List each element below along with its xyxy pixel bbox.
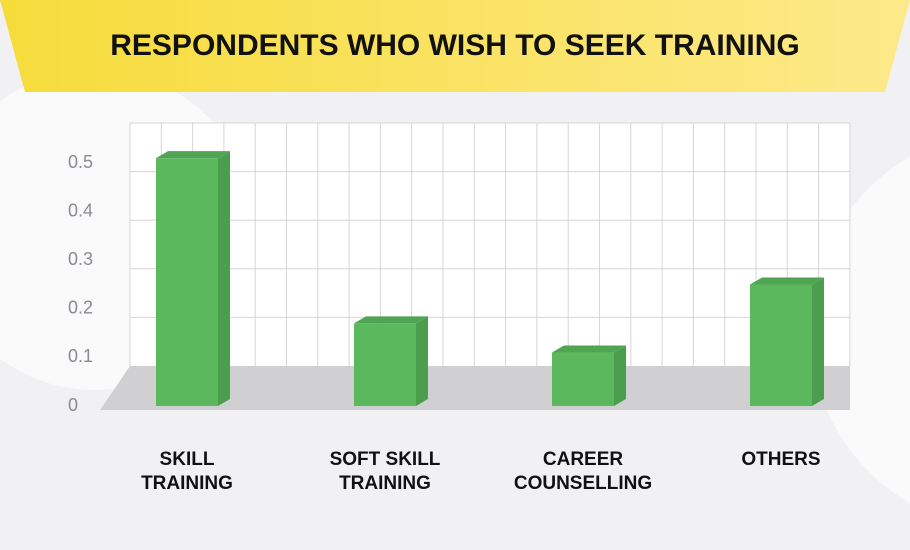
bar (750, 284, 812, 406)
back-wall (130, 123, 850, 366)
x-tick-label: SKILL TRAINING (141, 449, 233, 494)
bar-side (812, 277, 824, 406)
bar-side (416, 316, 428, 406)
bar-top (750, 277, 824, 285)
bar (156, 158, 218, 406)
bar-top (354, 316, 428, 324)
x-tick-label: CAREER COUNSELLING (513, 449, 653, 494)
x-tick-label: SOFT SKILL TRAINING (329, 449, 441, 494)
x-tick-label: OTHERS (741, 449, 821, 470)
y-tick-label: 0 (68, 395, 78, 415)
bar (354, 323, 416, 406)
bar (552, 352, 614, 406)
y-tick-label: 0.2 (68, 298, 93, 318)
y-tick-label: 0.3 (68, 249, 93, 269)
y-tick-label: 0.1 (68, 346, 93, 366)
bar-side (218, 151, 230, 406)
y-tick-label: 0.4 (68, 200, 93, 220)
chart-title: RESPONDENTS WHO WISH TO SEEK TRAINING (110, 29, 800, 62)
bar-side (614, 345, 626, 406)
floor (100, 366, 850, 410)
bar-top (552, 345, 626, 353)
title-banner (0, 0, 910, 92)
bar-top (156, 151, 230, 159)
y-tick-label: 0.5 (68, 152, 93, 172)
